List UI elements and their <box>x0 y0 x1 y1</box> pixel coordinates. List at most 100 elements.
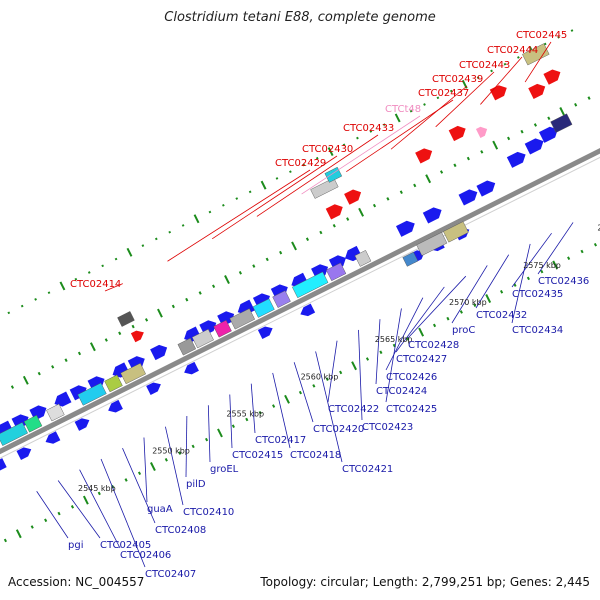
gene-arrow-reverse <box>45 431 61 444</box>
leader-line <box>524 41 552 83</box>
leader-line <box>185 415 188 478</box>
page-title: Clostridium tetani E88, complete genome <box>164 10 436 25</box>
ruler-tick <box>10 385 15 389</box>
gene-arrow-forward <box>476 180 496 197</box>
ruler-tick <box>168 230 172 234</box>
ruler-tick <box>15 529 22 539</box>
ruler-tick <box>356 136 359 140</box>
ruler-tick <box>386 197 390 201</box>
gene-label: CTC02408 <box>155 525 206 536</box>
gene-label: CTC02433 <box>343 123 394 134</box>
ruler-tick <box>181 224 185 227</box>
gene-box <box>354 250 372 267</box>
ruler-tick <box>587 96 591 100</box>
ruler-tick <box>327 147 334 157</box>
ruler-tick <box>224 275 230 285</box>
leader-line <box>79 469 121 549</box>
leader-line <box>104 283 123 292</box>
gene-arrow-red <box>528 83 546 100</box>
leader-line <box>358 329 363 421</box>
gene-box <box>550 113 573 133</box>
leader-line <box>480 56 523 105</box>
gene-label: groEL <box>210 464 239 475</box>
ruler-tick <box>305 237 310 242</box>
gene-label: CTC02418 <box>290 450 341 461</box>
ruler-tick <box>520 129 524 134</box>
ruler-tick <box>154 237 158 241</box>
ruler-tick <box>34 298 37 301</box>
ruler-tick <box>298 390 303 395</box>
gene-arrow-forward <box>539 126 558 143</box>
ruler-tick <box>275 177 279 180</box>
ruler-tick <box>47 291 51 295</box>
ruler-tick <box>238 271 242 275</box>
ruler-tick <box>131 324 135 329</box>
leader-line <box>511 232 552 288</box>
genome-summary-text: Topology: circular; Length: 2,799,251 bp… <box>260 575 590 589</box>
ruler-tick <box>57 511 61 516</box>
ruler-tick <box>342 143 346 147</box>
gene-label: pilD <box>186 479 206 490</box>
ruler-tick <box>453 163 457 168</box>
gene-arrow-red <box>543 69 561 85</box>
gene-arrow-red <box>325 204 343 220</box>
leader-line <box>375 319 381 385</box>
leader-line <box>229 394 233 449</box>
ruler-tick <box>141 244 145 247</box>
gene-arrow-red <box>448 125 466 142</box>
leader-line <box>395 286 445 353</box>
ruler-tick <box>413 183 417 188</box>
gene-arrow-forward <box>422 207 442 224</box>
gene-arrow-reverse <box>257 326 273 339</box>
ruler-tick <box>97 491 101 496</box>
scale-label: 2575 kbp <box>523 261 561 270</box>
gene-label: CTC02414 <box>70 279 121 290</box>
ruler-tick <box>164 458 168 462</box>
gene-label: CTC02415 <box>232 450 283 461</box>
ruler-tick <box>185 297 189 302</box>
gene-label: CTC02444 <box>487 45 538 56</box>
gene-arrow-red <box>415 148 433 164</box>
leader-line <box>293 362 314 423</box>
gene-label: CTC02439 <box>432 74 483 85</box>
ruler-tick <box>423 103 426 106</box>
leader-line <box>100 458 146 568</box>
ruler-tick <box>543 42 547 46</box>
ruler-tick <box>449 89 453 93</box>
leader-line <box>327 340 338 403</box>
gene-box <box>0 422 28 446</box>
ruler-tick <box>319 230 323 235</box>
ruler-tick <box>466 156 470 161</box>
leader-line <box>57 480 101 539</box>
ruler-tick <box>265 257 269 262</box>
leader-line <box>272 372 291 449</box>
gene-label: CTC02407 <box>145 569 196 580</box>
ruler-tick <box>124 478 128 482</box>
gene-arrow-reverse <box>108 399 123 413</box>
ruler-tick <box>208 210 212 214</box>
ruler-tick <box>198 291 202 295</box>
ruler-tick <box>248 190 252 194</box>
leader-line <box>250 383 256 434</box>
ruler-tick <box>574 103 578 107</box>
gene-label: CTC02437 <box>418 88 469 99</box>
ruler-tick <box>476 76 480 79</box>
ruler-tick <box>222 203 225 207</box>
ruler-tick <box>150 462 156 471</box>
ruler-tick <box>235 197 239 200</box>
leader-line <box>301 115 421 195</box>
ruler-tick <box>540 269 544 274</box>
leader-line <box>451 265 488 324</box>
backbone-highlight <box>0 156 600 459</box>
ruler-tick <box>432 323 437 328</box>
ruler-tick <box>418 327 425 337</box>
ruler-tick <box>533 123 537 127</box>
gene-label: CTC02445 <box>516 30 567 41</box>
ruler-tick <box>425 174 432 184</box>
ruler-tick <box>137 471 142 476</box>
gene-arrow-reverse <box>16 447 32 460</box>
leader-line <box>167 169 311 262</box>
ruler-tick <box>557 35 560 39</box>
gene-box <box>272 290 291 308</box>
ruler-tick <box>51 365 55 369</box>
